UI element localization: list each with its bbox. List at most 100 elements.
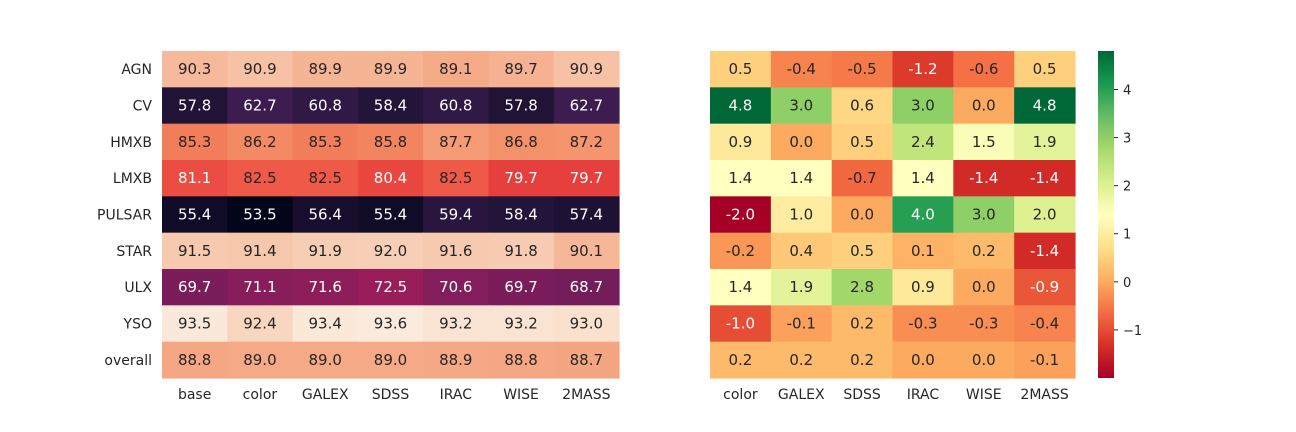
heatmap-cell [892,305,954,343]
cell-value-label: 93.0 [570,315,603,333]
column-tick-label: SDSS [843,387,881,403]
heatmap-cell [292,51,359,88]
heatmap-cell [1014,341,1076,379]
cell-value-label: 57.8 [504,97,537,115]
heatmap-cell [423,269,490,306]
heatmap-cell [553,51,620,88]
column-tick-label: GALEX [778,387,825,403]
cell-value-label: 1.9 [1033,133,1057,151]
heatmap-cell [227,160,294,197]
heatmap-cell [488,305,555,343]
cell-value-label: 0.4 [789,242,813,260]
cell-value-label: 53.5 [243,206,276,224]
cell-value-label: 93.6 [374,315,407,333]
heatmap-cell [710,305,772,343]
heatmap-cell [1014,305,1076,343]
cell-value-label: 93.2 [504,315,537,333]
cell-value-label: 85.8 [374,133,407,151]
heatmap-cell [553,232,620,270]
colorbar-tick-label: 0 [1123,276,1131,291]
heatmap-cell [953,305,1015,343]
heatmap-cell [292,305,359,343]
cell-value-label: 91.9 [309,242,342,260]
cell-value-label: 0.5 [850,242,874,260]
cell-value-label: 0.5 [1033,60,1057,78]
heatmap-accuracy: 90.3 90.9 89.9 89.9 89.1 89.7 90.9 57.8 62.7 60.8… [97,51,620,403]
heatmap-cell [1014,51,1076,88]
cell-value-label: 72.5 [374,278,407,296]
heatmap-cell [710,269,772,306]
heatmap-cell [770,196,833,234]
cell-value-label: 89.9 [374,60,407,78]
heatmap-cell [710,87,772,125]
heatmap-cell [292,87,359,125]
cell-value-label: 0.0 [972,97,996,115]
cell-value-label: 87.7 [439,133,472,151]
heatmap-cell [1014,123,1076,161]
cell-value-label: -0.4 [787,60,816,78]
heatmap-cell [710,341,772,379]
cell-value-label: 70.6 [439,278,472,296]
heatmap-cell [892,51,954,88]
cell-value-label: 2.8 [850,278,874,296]
row-tick-label: PULSAR [97,208,152,224]
heatmap-cell [892,341,954,379]
cell-value-label: 3.0 [972,206,996,224]
colorbar: −1 0 1 2 3 4 [1098,51,1142,378]
heatmap-cell [488,269,555,306]
column-tick-label: IRAC [440,387,473,403]
heatmap-cell [1014,196,1076,234]
cell-value-label: -2.0 [726,206,755,224]
heatmap-cell [292,160,359,197]
cell-value-label: 91.4 [243,242,276,260]
cell-value-label: 85.3 [309,133,342,151]
heatmap-cell [831,269,894,306]
heatmap-cell [553,196,620,234]
cell-value-label: 86.2 [243,133,276,151]
cell-value-label: 0.5 [728,60,752,78]
heatmap-cell [162,160,228,197]
cell-value-label: 93.4 [309,315,342,333]
row-tick-label: ULX [124,280,152,296]
heatmap-cell [553,305,620,343]
cell-value-label: 0.0 [972,278,996,296]
heatmap-cell [770,87,833,125]
heatmap-cell [423,341,490,379]
heatmap-cell [953,232,1015,270]
column-tick-label: WISE [503,387,539,403]
heatmap-cell [953,196,1015,234]
cell-value-label: 62.7 [570,97,603,115]
cell-value-label: 0.5 [850,133,874,151]
cell-value-label: 91.5 [178,242,211,260]
cell-value-label: 0.6 [850,97,874,115]
heatmap-cell [953,51,1015,88]
cell-value-label: 1.5 [972,133,996,151]
cell-value-label: -1.0 [726,315,755,333]
cell-value-label: -0.6 [969,60,998,78]
heatmap-cell [357,51,424,88]
row-tick-label: AGN [121,62,152,78]
cell-value-label: 59.4 [439,206,472,224]
heatmap-cell [831,341,894,379]
heatmap-cell [553,341,620,379]
heatmap-cell [357,341,424,379]
heatmap-cell [770,232,833,270]
cell-value-label: 57.8 [178,97,211,115]
heatmap-cell [1014,160,1076,197]
cell-value-label: 4.8 [728,97,752,115]
cell-value-label: 0.2 [972,242,996,260]
column-tick-label: color [243,387,278,403]
heatmap-cell [227,269,294,306]
heatmap-cell [710,196,772,234]
colorbar-tick-label: 1 [1123,228,1131,243]
column-tick-label: SDSS [372,387,410,403]
heatmap-cell [357,196,424,234]
heatmap-cell [357,160,424,197]
cell-value-label: 0.1 [911,242,935,260]
row-tick-label: CV [133,99,153,115]
cell-value-label: -1.4 [1030,169,1059,187]
cell-value-label: 90.9 [570,60,603,78]
heatmap-cell [953,123,1015,161]
heatmap-cell [227,341,294,379]
heatmap-cell [423,51,490,88]
